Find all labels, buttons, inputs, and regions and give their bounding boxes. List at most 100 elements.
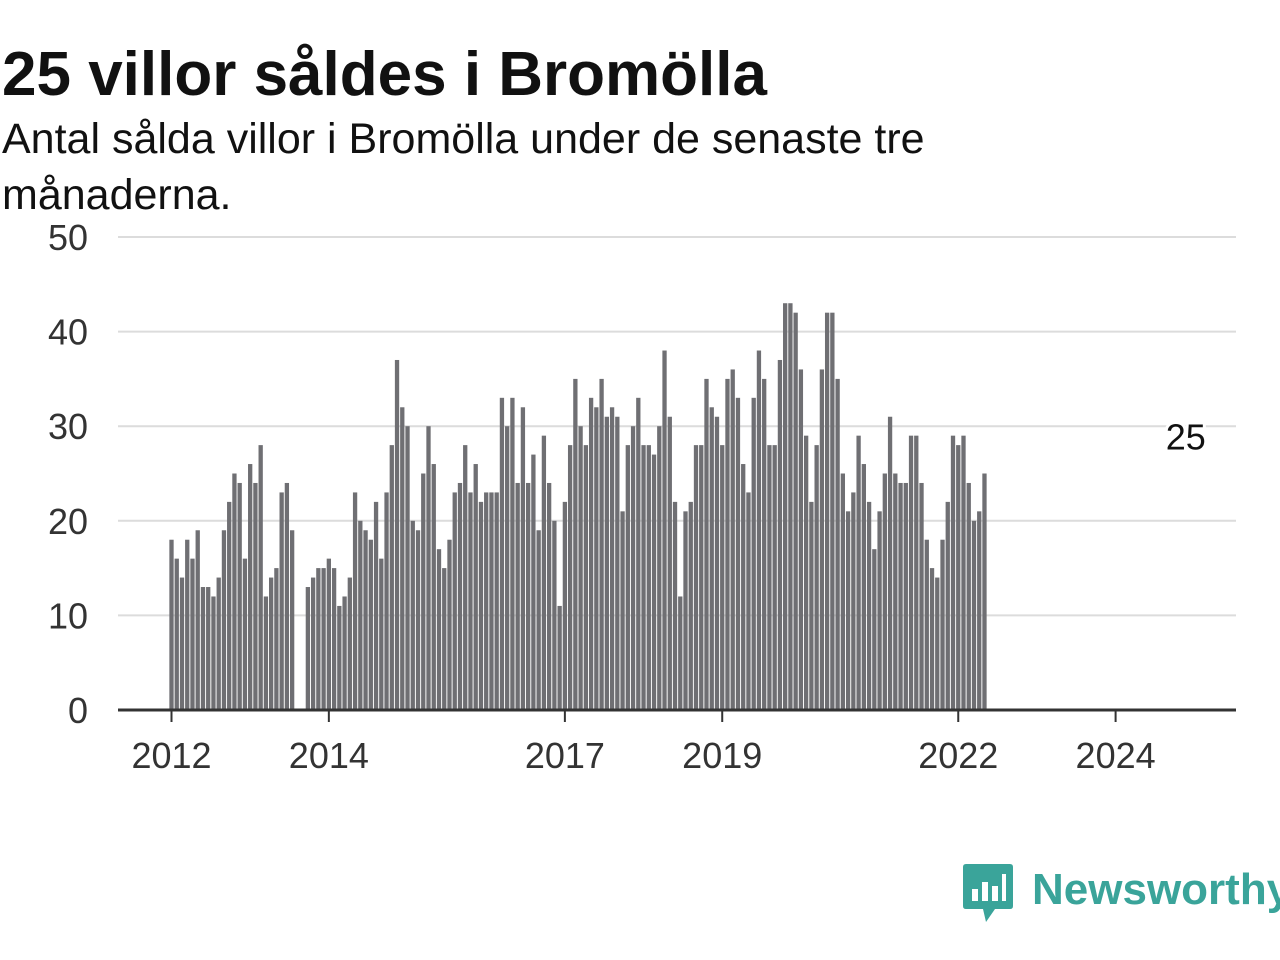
bar [583, 445, 589, 710]
bar [505, 426, 510, 710]
bar [751, 397, 756, 710]
bar [667, 416, 672, 710]
bar [452, 492, 457, 710]
bar [641, 445, 646, 710]
bar [845, 511, 851, 710]
chart-title: 25 villor såldes i Bromölla [2, 40, 767, 109]
bar [840, 473, 846, 710]
bar [436, 549, 442, 710]
bar [567, 445, 573, 710]
bar [714, 416, 720, 710]
bar [725, 378, 730, 710]
latest-value-label: 25 [1166, 417, 1206, 458]
bar [982, 473, 987, 710]
bar [672, 501, 678, 710]
bar [662, 350, 667, 710]
bar [950, 435, 956, 710]
bar [872, 549, 877, 710]
bar [499, 397, 505, 710]
bar [777, 359, 783, 710]
bar [321, 568, 326, 710]
bar [190, 558, 195, 710]
bar [384, 492, 389, 710]
y-tick-label: 0 [68, 690, 88, 731]
bar [337, 605, 342, 710]
bar [394, 359, 400, 710]
bar [289, 530, 295, 710]
bar [814, 445, 819, 710]
bar [683, 511, 688, 710]
bar [200, 587, 206, 710]
bar [966, 482, 971, 710]
bar-chart: 0 10 20 30 40 50 2012 2014 2017 2019 2022 2024 25 [48, 217, 1236, 776]
bar [463, 445, 468, 710]
bar [882, 473, 887, 710]
bar [258, 445, 263, 710]
bar [526, 482, 531, 710]
bar [457, 482, 463, 710]
bar [279, 492, 284, 710]
bar [352, 492, 358, 710]
bar [730, 369, 735, 710]
bar [541, 435, 547, 710]
bar [211, 596, 216, 710]
bar [557, 605, 562, 710]
bar [824, 312, 830, 710]
bar [887, 416, 893, 710]
bar [326, 558, 331, 710]
bar [248, 464, 253, 710]
x-tick-label: 2019 [682, 735, 762, 776]
bar [174, 558, 179, 710]
bar [678, 596, 683, 710]
bar [772, 445, 777, 710]
bar [179, 577, 185, 710]
bar [657, 426, 662, 710]
y-tick-label: 50 [48, 217, 88, 258]
bar [253, 482, 258, 710]
x-tick-label: 2024 [1076, 735, 1156, 776]
bar [615, 416, 620, 710]
bar [510, 397, 515, 710]
bar [316, 568, 321, 710]
bar [578, 426, 583, 710]
bar [651, 454, 657, 710]
bar [956, 445, 961, 710]
bar [835, 378, 840, 710]
bar [185, 539, 190, 710]
bar [630, 426, 636, 710]
bar [798, 369, 804, 710]
y-tick-label: 20 [48, 501, 88, 542]
bar [929, 568, 935, 710]
bar [531, 454, 536, 710]
bar [804, 435, 809, 710]
bar [536, 530, 541, 710]
x-tick-label: 2017 [525, 735, 605, 776]
bar [594, 407, 599, 710]
bar [484, 492, 489, 710]
bar [489, 492, 494, 710]
bar [599, 378, 604, 710]
bar [405, 426, 410, 710]
bar [237, 482, 242, 710]
bar [379, 558, 384, 710]
bar [216, 577, 221, 710]
bar [588, 397, 594, 710]
bar [851, 492, 856, 710]
gridlines [118, 236, 1236, 617]
bar [704, 378, 709, 710]
bar [431, 464, 436, 710]
bar [342, 596, 347, 710]
bar [400, 407, 405, 710]
bar [552, 520, 557, 710]
bar [961, 435, 966, 710]
bar [908, 435, 914, 710]
bar [866, 501, 872, 710]
bar [373, 501, 379, 710]
x-axis: 2012 2014 2017 2019 2022 2024 [131, 710, 1156, 776]
bar [562, 501, 568, 710]
brand-name: Newsworthy [1032, 865, 1280, 914]
bar [520, 407, 526, 710]
bar [783, 303, 788, 710]
bar [468, 492, 473, 710]
bar [735, 397, 741, 710]
